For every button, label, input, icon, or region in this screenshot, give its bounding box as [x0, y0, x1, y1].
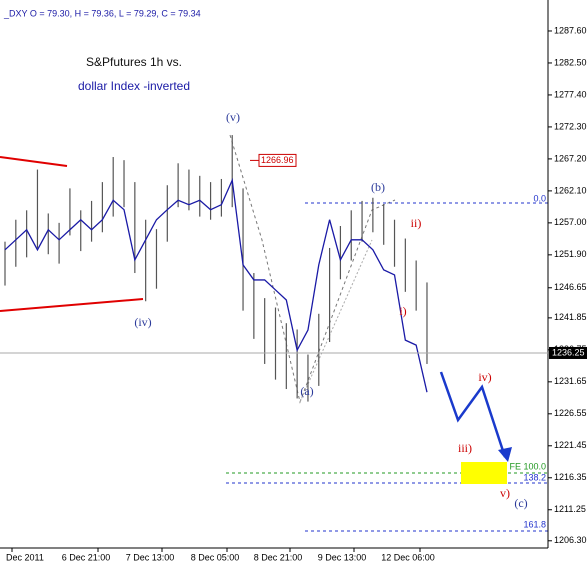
fib-label: 0.0: [533, 193, 546, 203]
y-tick-label: 1246.65: [554, 282, 587, 292]
last-price-box: [549, 346, 587, 359]
x-tick-label: 8 Dec 21:00: [254, 552, 303, 562]
x-tick-label: 6 Dec 21:00: [62, 552, 111, 562]
wave-label: (iv): [134, 315, 151, 329]
x-tick-label: 7 Dec 13:00: [126, 552, 175, 562]
y-tick-label: 1241.85: [554, 312, 587, 322]
x-tick-label: 9 Dec 13:00: [318, 552, 367, 562]
wave-label: iv): [478, 370, 491, 384]
wave-label: (c): [514, 496, 527, 510]
wave-label: (v): [226, 110, 240, 124]
wave-label: v): [500, 486, 510, 500]
y-tick-label: 1251.90: [554, 249, 587, 259]
x-tick-label: 12 Dec 06:00: [381, 552, 435, 562]
y-tick-label: 1277.40: [554, 89, 587, 99]
target-zone: [461, 462, 507, 484]
marked-price-box: [258, 153, 297, 167]
channel-line: [0, 156, 68, 167]
chart-title: S&Pfutures 1h vs.: [86, 55, 182, 69]
x-tick-label: Dec 2011: [6, 552, 44, 562]
fib-label: 138.2: [523, 472, 546, 482]
fib-label: 161.8: [523, 519, 546, 529]
projection-arrow: [498, 447, 512, 462]
wave-label: (a): [300, 384, 313, 398]
y-tick-label: 1226.55: [554, 408, 587, 418]
header: _DXY O = 79.30, H = 79.36, L = 79.29, C …: [3, 8, 201, 18]
y-tick-label: 1216.35: [554, 472, 587, 482]
marked-price-label: 1266.96: [261, 155, 294, 165]
chart-subtitle: dollar Index -inverted: [78, 79, 190, 93]
y-tick-label: 1282.50: [554, 57, 587, 67]
wave-label: (b): [371, 180, 385, 194]
y-tick-label: 1221.45: [554, 440, 587, 450]
x-tick-label: 8 Dec 05:00: [191, 552, 240, 562]
last-price-label: 1236.25: [552, 347, 585, 357]
projection: [439, 371, 507, 458]
wave-label: i): [399, 304, 406, 318]
plot-layer: [0, 134, 548, 532]
y-tick-label: 1211.25: [554, 504, 586, 514]
y-tick-label: 1272.30: [554, 121, 587, 131]
wave-line: [299, 239, 373, 403]
y-tick-label: 1206.30: [554, 535, 587, 545]
y-tick-label: 1262.10: [554, 185, 587, 195]
channel-line: [0, 298, 144, 312]
y-tick-label: 1231.65: [554, 376, 587, 386]
y-tick-label: 1257.00: [554, 217, 587, 227]
fib-label: FE 100.0: [509, 461, 546, 471]
index-line: [4, 177, 428, 393]
y-tick-label: 1287.60: [554, 25, 587, 35]
wave-label: ii): [411, 216, 422, 230]
y-tick-label: 1267.20: [554, 153, 587, 163]
wave-label: iii): [458, 441, 472, 455]
